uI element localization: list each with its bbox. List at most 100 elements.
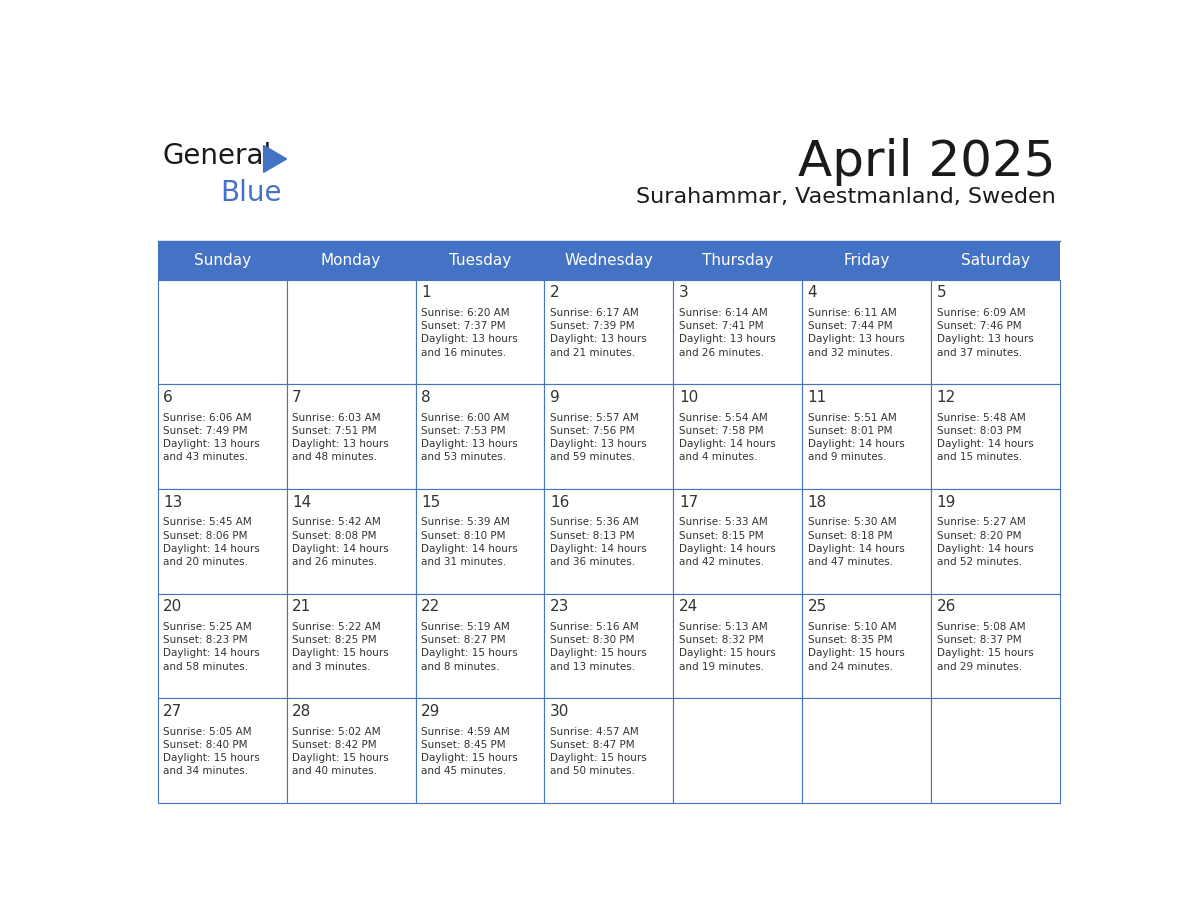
Text: 18: 18 <box>808 495 827 509</box>
Text: Thursday: Thursday <box>702 252 773 268</box>
Bar <box>158 241 1060 280</box>
Text: Sunrise: 6:11 AM
Sunset: 7:44 PM
Daylight: 13 hours
and 32 minutes.: Sunrise: 6:11 AM Sunset: 7:44 PM Dayligh… <box>808 308 904 358</box>
Text: Blue: Blue <box>220 179 282 207</box>
Bar <box>416 594 544 699</box>
Text: 24: 24 <box>678 599 699 614</box>
Text: 13: 13 <box>163 495 183 509</box>
Text: Sunrise: 5:25 AM
Sunset: 8:23 PM
Daylight: 14 hours
and 58 minutes.: Sunrise: 5:25 AM Sunset: 8:23 PM Dayligh… <box>163 621 260 672</box>
Text: 30: 30 <box>550 704 569 719</box>
Text: 11: 11 <box>808 390 827 405</box>
Bar <box>158 699 286 803</box>
Text: Sunrise: 6:20 AM
Sunset: 7:37 PM
Daylight: 13 hours
and 16 minutes.: Sunrise: 6:20 AM Sunset: 7:37 PM Dayligh… <box>421 308 518 358</box>
Bar <box>286 699 416 803</box>
Text: Wednesday: Wednesday <box>564 252 653 268</box>
Text: Sunrise: 5:13 AM
Sunset: 8:32 PM
Daylight: 15 hours
and 19 minutes.: Sunrise: 5:13 AM Sunset: 8:32 PM Dayligh… <box>678 621 776 672</box>
Text: Sunrise: 6:14 AM
Sunset: 7:41 PM
Daylight: 13 hours
and 26 minutes.: Sunrise: 6:14 AM Sunset: 7:41 PM Dayligh… <box>678 308 776 358</box>
Text: 26: 26 <box>936 599 956 614</box>
Bar <box>931 699 1060 803</box>
Text: 5: 5 <box>936 285 947 300</box>
Text: April 2025: April 2025 <box>798 139 1055 186</box>
Bar <box>544 594 674 699</box>
Bar <box>931 594 1060 699</box>
Bar <box>674 489 802 594</box>
Bar <box>286 280 416 385</box>
Bar <box>674 699 802 803</box>
Text: 6: 6 <box>163 390 173 405</box>
Bar <box>931 280 1060 385</box>
Bar <box>931 489 1060 594</box>
Text: 7: 7 <box>292 390 302 405</box>
Bar <box>416 699 544 803</box>
Text: 27: 27 <box>163 704 183 719</box>
Text: 25: 25 <box>808 599 827 614</box>
Bar <box>802 699 931 803</box>
Bar <box>674 594 802 699</box>
Text: Sunrise: 5:27 AM
Sunset: 8:20 PM
Daylight: 14 hours
and 52 minutes.: Sunrise: 5:27 AM Sunset: 8:20 PM Dayligh… <box>936 518 1034 567</box>
Text: Sunrise: 5:16 AM
Sunset: 8:30 PM
Daylight: 15 hours
and 13 minutes.: Sunrise: 5:16 AM Sunset: 8:30 PM Dayligh… <box>550 621 646 672</box>
Text: 17: 17 <box>678 495 699 509</box>
Text: 4: 4 <box>808 285 817 300</box>
Text: Sunrise: 5:39 AM
Sunset: 8:10 PM
Daylight: 14 hours
and 31 minutes.: Sunrise: 5:39 AM Sunset: 8:10 PM Dayligh… <box>421 518 518 567</box>
Polygon shape <box>264 145 286 173</box>
Text: Sunrise: 5:08 AM
Sunset: 8:37 PM
Daylight: 15 hours
and 29 minutes.: Sunrise: 5:08 AM Sunset: 8:37 PM Dayligh… <box>936 621 1034 672</box>
Text: 21: 21 <box>292 599 311 614</box>
Text: Sunrise: 5:19 AM
Sunset: 8:27 PM
Daylight: 15 hours
and 8 minutes.: Sunrise: 5:19 AM Sunset: 8:27 PM Dayligh… <box>421 621 518 672</box>
Text: 29: 29 <box>421 704 441 719</box>
Text: Sunrise: 6:03 AM
Sunset: 7:51 PM
Daylight: 13 hours
and 48 minutes.: Sunrise: 6:03 AM Sunset: 7:51 PM Dayligh… <box>292 413 388 463</box>
Text: 15: 15 <box>421 495 441 509</box>
Bar <box>544 385 674 489</box>
Text: Sunrise: 5:30 AM
Sunset: 8:18 PM
Daylight: 14 hours
and 47 minutes.: Sunrise: 5:30 AM Sunset: 8:18 PM Dayligh… <box>808 518 904 567</box>
Text: Sunrise: 5:05 AM
Sunset: 8:40 PM
Daylight: 15 hours
and 34 minutes.: Sunrise: 5:05 AM Sunset: 8:40 PM Dayligh… <box>163 726 260 776</box>
Text: 1: 1 <box>421 285 431 300</box>
Text: Sunrise: 6:17 AM
Sunset: 7:39 PM
Daylight: 13 hours
and 21 minutes.: Sunrise: 6:17 AM Sunset: 7:39 PM Dayligh… <box>550 308 646 358</box>
Bar <box>286 385 416 489</box>
Text: Monday: Monday <box>321 252 381 268</box>
Text: Sunrise: 5:42 AM
Sunset: 8:08 PM
Daylight: 14 hours
and 26 minutes.: Sunrise: 5:42 AM Sunset: 8:08 PM Dayligh… <box>292 518 388 567</box>
Bar <box>544 699 674 803</box>
Bar <box>416 280 544 385</box>
Bar <box>931 385 1060 489</box>
Text: General: General <box>163 142 272 170</box>
Bar <box>674 385 802 489</box>
Bar <box>286 489 416 594</box>
Text: 14: 14 <box>292 495 311 509</box>
Bar <box>158 280 286 385</box>
Text: 3: 3 <box>678 285 689 300</box>
Text: Sunrise: 5:22 AM
Sunset: 8:25 PM
Daylight: 15 hours
and 3 minutes.: Sunrise: 5:22 AM Sunset: 8:25 PM Dayligh… <box>292 621 388 672</box>
Bar <box>802 280 931 385</box>
Text: 19: 19 <box>936 495 956 509</box>
Bar <box>544 280 674 385</box>
Text: 16: 16 <box>550 495 569 509</box>
Text: Sunrise: 5:54 AM
Sunset: 7:58 PM
Daylight: 14 hours
and 4 minutes.: Sunrise: 5:54 AM Sunset: 7:58 PM Dayligh… <box>678 413 776 463</box>
Text: Sunrise: 5:02 AM
Sunset: 8:42 PM
Daylight: 15 hours
and 40 minutes.: Sunrise: 5:02 AM Sunset: 8:42 PM Dayligh… <box>292 726 388 776</box>
Text: Sunrise: 6:00 AM
Sunset: 7:53 PM
Daylight: 13 hours
and 53 minutes.: Sunrise: 6:00 AM Sunset: 7:53 PM Dayligh… <box>421 413 518 463</box>
Text: Friday: Friday <box>843 252 890 268</box>
Text: 8: 8 <box>421 390 431 405</box>
Text: Sunrise: 6:09 AM
Sunset: 7:46 PM
Daylight: 13 hours
and 37 minutes.: Sunrise: 6:09 AM Sunset: 7:46 PM Dayligh… <box>936 308 1034 358</box>
Text: Sunrise: 6:06 AM
Sunset: 7:49 PM
Daylight: 13 hours
and 43 minutes.: Sunrise: 6:06 AM Sunset: 7:49 PM Dayligh… <box>163 413 260 463</box>
Bar <box>416 489 544 594</box>
Text: 23: 23 <box>550 599 569 614</box>
Bar <box>802 594 931 699</box>
Text: Surahammar, Vaestmanland, Sweden: Surahammar, Vaestmanland, Sweden <box>636 186 1055 207</box>
Text: Sunrise: 5:57 AM
Sunset: 7:56 PM
Daylight: 13 hours
and 59 minutes.: Sunrise: 5:57 AM Sunset: 7:56 PM Dayligh… <box>550 413 646 463</box>
Text: 20: 20 <box>163 599 183 614</box>
Text: Sunrise: 5:10 AM
Sunset: 8:35 PM
Daylight: 15 hours
and 24 minutes.: Sunrise: 5:10 AM Sunset: 8:35 PM Dayligh… <box>808 621 904 672</box>
Text: Sunrise: 5:51 AM
Sunset: 8:01 PM
Daylight: 14 hours
and 9 minutes.: Sunrise: 5:51 AM Sunset: 8:01 PM Dayligh… <box>808 413 904 463</box>
Text: 2: 2 <box>550 285 560 300</box>
Text: Sunrise: 5:33 AM
Sunset: 8:15 PM
Daylight: 14 hours
and 42 minutes.: Sunrise: 5:33 AM Sunset: 8:15 PM Dayligh… <box>678 518 776 567</box>
Text: Sunrise: 4:59 AM
Sunset: 8:45 PM
Daylight: 15 hours
and 45 minutes.: Sunrise: 4:59 AM Sunset: 8:45 PM Dayligh… <box>421 726 518 776</box>
Bar <box>286 594 416 699</box>
Bar <box>158 489 286 594</box>
Bar <box>416 385 544 489</box>
Text: Sunrise: 5:45 AM
Sunset: 8:06 PM
Daylight: 14 hours
and 20 minutes.: Sunrise: 5:45 AM Sunset: 8:06 PM Dayligh… <box>163 518 260 567</box>
Text: 28: 28 <box>292 704 311 719</box>
Text: 10: 10 <box>678 390 699 405</box>
Text: 12: 12 <box>936 390 956 405</box>
Text: Sunrise: 5:36 AM
Sunset: 8:13 PM
Daylight: 14 hours
and 36 minutes.: Sunrise: 5:36 AM Sunset: 8:13 PM Dayligh… <box>550 518 646 567</box>
Bar <box>802 489 931 594</box>
Bar <box>544 489 674 594</box>
Text: 22: 22 <box>421 599 441 614</box>
Bar <box>158 385 286 489</box>
Text: 9: 9 <box>550 390 560 405</box>
